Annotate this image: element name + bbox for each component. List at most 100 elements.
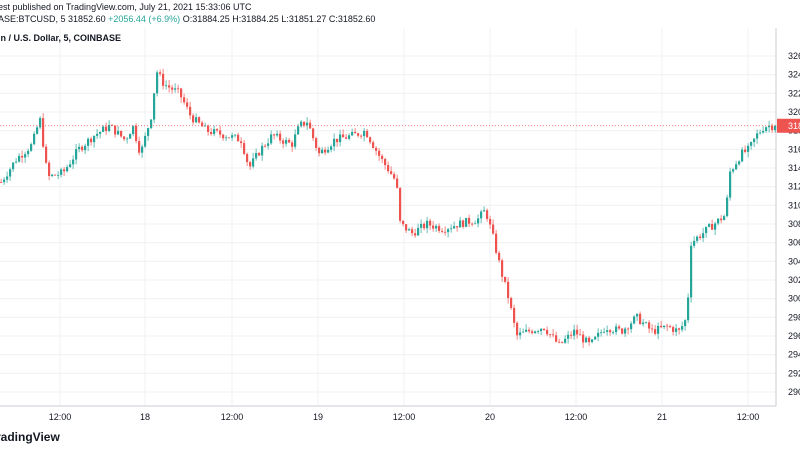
candle-body <box>687 297 690 321</box>
candle-body <box>78 146 81 150</box>
candle-body <box>618 326 621 329</box>
candle-body <box>456 226 459 228</box>
candle-body <box>219 130 222 135</box>
chart-title: in / U.S. Dollar, 5, COINBASE <box>0 33 122 43</box>
y-tick-label: 324 <box>788 70 800 80</box>
candle-body <box>33 133 36 145</box>
candle-body <box>51 174 54 177</box>
candle-body <box>252 158 255 167</box>
candle-body <box>111 124 114 126</box>
candle-body <box>477 218 480 224</box>
candle-body <box>390 171 393 175</box>
x-tick-label: 12:00 <box>737 412 760 422</box>
candle-body <box>765 127 768 132</box>
candle-body <box>3 179 6 183</box>
candle-body <box>216 129 219 131</box>
candle-body <box>402 220 405 225</box>
candle-body <box>54 174 57 176</box>
candle-body <box>171 87 174 90</box>
candle-body <box>24 154 27 158</box>
candle-body <box>108 124 111 132</box>
candle-body <box>423 223 426 229</box>
chart-footer: radingView <box>0 426 800 450</box>
candle-body <box>654 329 657 334</box>
candle-body <box>189 106 192 116</box>
candle-body <box>504 276 507 282</box>
candle-body <box>324 149 327 153</box>
candle-body <box>63 169 66 172</box>
candle-body <box>237 134 240 142</box>
candle-body <box>516 322 519 336</box>
candle-body <box>525 329 528 332</box>
candle-body <box>615 326 618 333</box>
candle-body <box>270 134 273 144</box>
x-tick-label: 12:00 <box>393 412 416 422</box>
candle-body <box>549 334 552 336</box>
candle-body <box>420 223 423 228</box>
candle-body <box>636 313 639 317</box>
ohlc-low: L:31851.27 <box>281 14 327 24</box>
candle-body <box>204 125 207 127</box>
ohlc-close: C:31852.60 <box>328 14 376 24</box>
candle-body <box>696 236 699 241</box>
candle-body <box>192 115 195 123</box>
candle-body <box>666 325 669 327</box>
candle-body <box>510 297 513 308</box>
candle-body <box>330 146 333 150</box>
candle-body <box>357 133 360 136</box>
candle-body <box>321 149 324 154</box>
candle-body <box>756 133 759 139</box>
candle-body <box>726 197 729 217</box>
candle-body <box>585 337 588 343</box>
y-tick-label: 312 <box>788 182 800 192</box>
candle-body <box>699 236 702 238</box>
candle-body <box>99 131 102 134</box>
candle-body <box>558 341 561 343</box>
ohlc-open: O:31884.25 <box>182 14 230 24</box>
candle-body <box>69 164 72 168</box>
candle-body <box>708 224 711 227</box>
x-tick-label: 21 <box>657 412 667 422</box>
candle-body <box>600 332 603 334</box>
y-tick-label: 320 <box>788 107 800 117</box>
candle-body <box>141 146 144 153</box>
price-chart[interactable]: 326 324 322 320 318 316 314 312 310 308 306 304 302 3… <box>0 28 800 426</box>
candle-body <box>30 144 33 151</box>
candle-body <box>21 155 24 158</box>
candle-body <box>117 130 120 135</box>
candle-body <box>531 331 534 334</box>
candle-body <box>297 126 300 135</box>
candle-body <box>288 139 291 143</box>
ohlc-high: H:31884.25 <box>232 14 279 24</box>
candle-body <box>327 149 330 153</box>
candle-body <box>480 211 483 219</box>
candle-body <box>300 121 303 127</box>
candle-body <box>303 121 306 126</box>
candle-body <box>567 334 570 339</box>
candle-body <box>690 245 693 298</box>
candle-body <box>153 93 156 120</box>
candle-body <box>336 138 339 143</box>
candle-body <box>60 169 63 175</box>
candle-body <box>762 131 765 133</box>
candle-body <box>393 174 396 179</box>
candle-body <box>474 223 477 225</box>
candle-body <box>486 210 489 219</box>
candle-body <box>675 328 678 332</box>
y-tick-label: 322 <box>788 88 800 98</box>
candle-body <box>246 153 249 163</box>
candle-body <box>612 332 615 333</box>
candle-body <box>363 130 366 137</box>
candle-body <box>6 176 9 180</box>
candle-body <box>66 167 69 172</box>
candle-body <box>75 149 78 160</box>
candle-body <box>180 88 183 98</box>
candle-body <box>351 131 354 136</box>
y-tick-label: 296 <box>788 331 800 341</box>
candle-body <box>354 131 357 134</box>
y-tick-label: 290 <box>788 387 800 397</box>
candle-body <box>381 155 384 160</box>
candle-body <box>120 130 123 137</box>
candle-body <box>435 225 438 229</box>
candle-body <box>42 118 45 147</box>
